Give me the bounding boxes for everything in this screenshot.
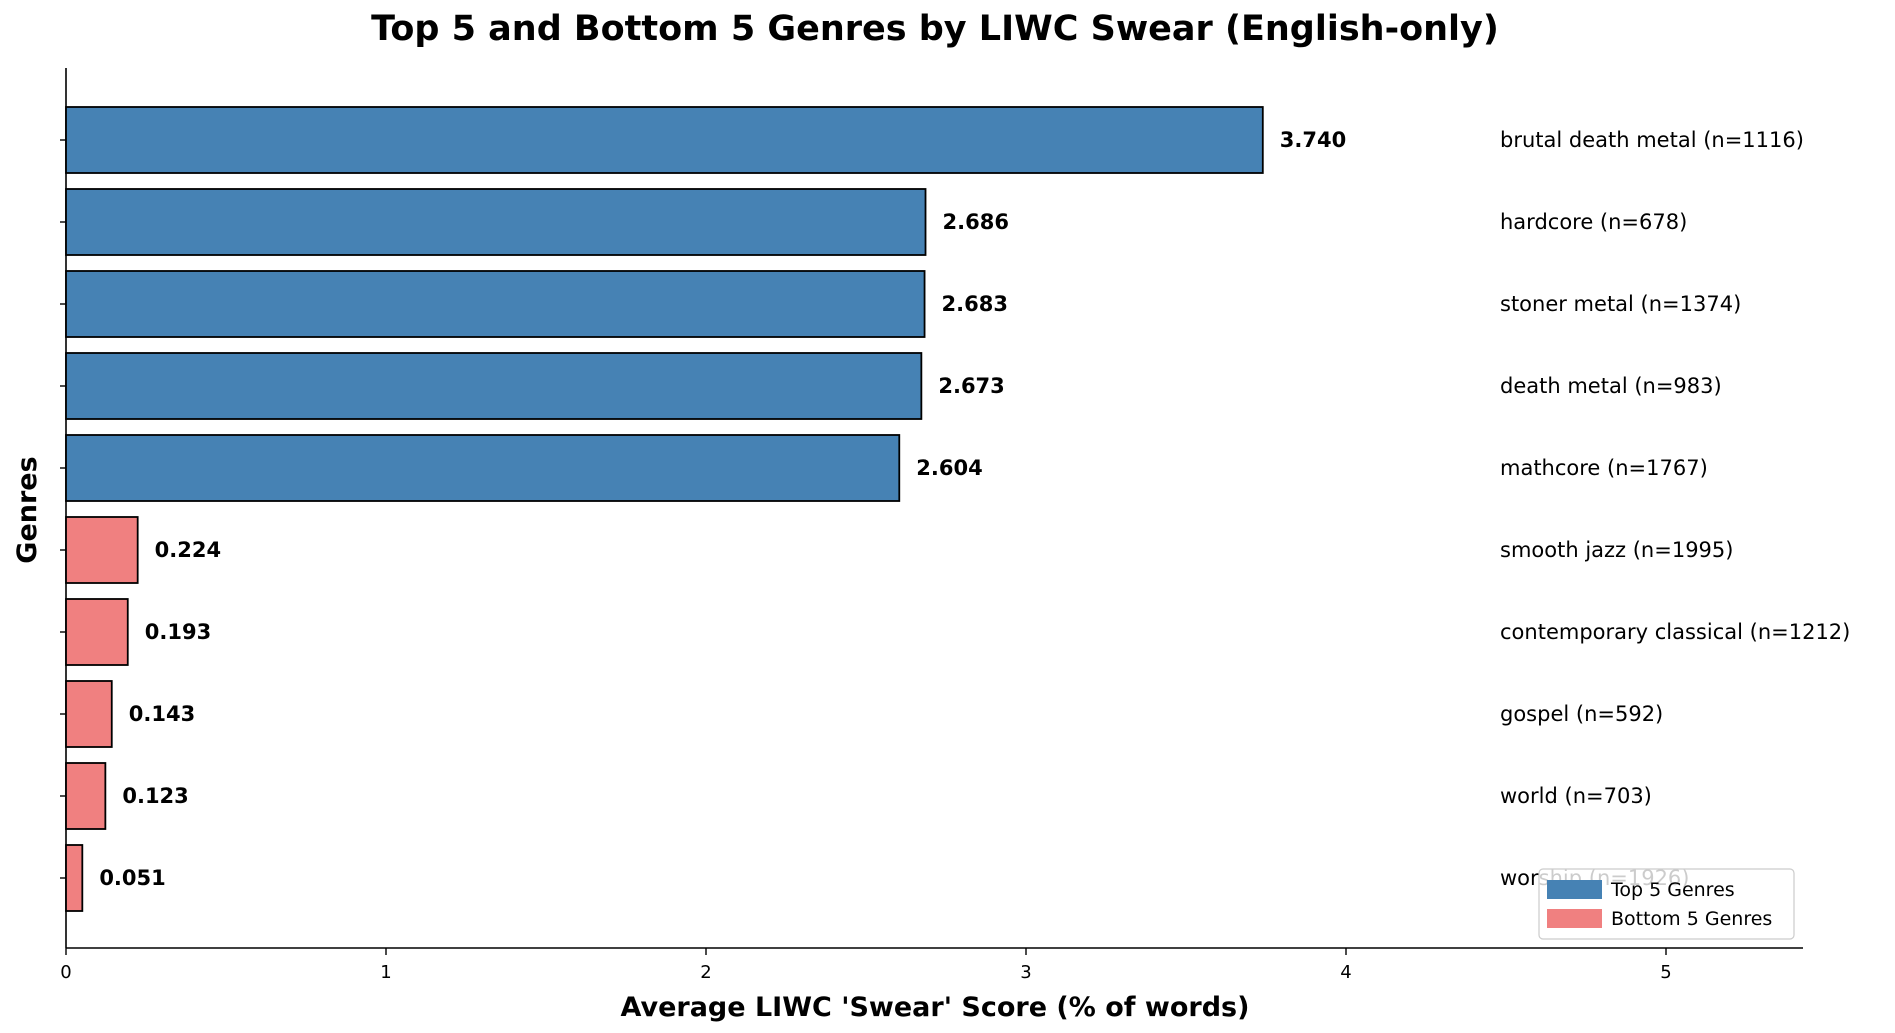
x-tick-label: 0 bbox=[60, 962, 71, 983]
bar-value-label: 0.051 bbox=[99, 866, 165, 890]
bar-bottom bbox=[65, 598, 129, 666]
genre-label: stoner metal (n=1374) bbox=[1500, 292, 1741, 316]
chart-title: Top 5 and Bottom 5 Genres by LIWC Swear … bbox=[371, 9, 1499, 49]
bar-top bbox=[65, 352, 923, 420]
legend-label: Top 5 Genres bbox=[1610, 879, 1735, 901]
x-tick-label: 2 bbox=[700, 962, 711, 983]
genre-label: smooth jazz (n=1995) bbox=[1500, 538, 1733, 562]
x-tick-label: 4 bbox=[1340, 962, 1351, 983]
bar-value-label: 2.673 bbox=[938, 374, 1004, 398]
bar-top bbox=[65, 434, 901, 502]
bar-value-label: 2.604 bbox=[916, 456, 982, 480]
bar-value-label: 0.123 bbox=[122, 784, 188, 808]
plot-area: 0 1 2 3 4 5 3.740 brutal death metal (n=1116) 2.… bbox=[60, 68, 1850, 983]
bar-bottom bbox=[65, 680, 113, 748]
bar-top bbox=[65, 270, 926, 338]
genre-label: world (n=703) bbox=[1500, 784, 1652, 808]
bar-bottom bbox=[65, 844, 84, 912]
genre-label: brutal death metal (n=1116) bbox=[1500, 128, 1804, 152]
x-tick-label: 1 bbox=[380, 962, 391, 983]
legend-box bbox=[1538, 868, 1795, 940]
genre-label: gospel (n=592) bbox=[1500, 702, 1663, 726]
bar-value-label: 0.143 bbox=[129, 702, 195, 726]
bar-top bbox=[65, 188, 927, 256]
x-tick-label: 3 bbox=[1020, 962, 1031, 983]
legend: Top 5 Genres Bottom 5 Genres bbox=[1538, 868, 1795, 940]
bar-value-label: 2.683 bbox=[942, 292, 1008, 316]
bar-value-label: 3.740 bbox=[1280, 128, 1346, 152]
x-tick-label: 5 bbox=[1660, 962, 1671, 983]
genre-label: hardcore (n=678) bbox=[1500, 210, 1687, 234]
genre-label: mathcore (n=1767) bbox=[1500, 456, 1708, 480]
bar-value-label: 0.193 bbox=[145, 620, 211, 644]
x-axis-label: Average LIWC 'Swear' Score (% of words) bbox=[621, 992, 1250, 1023]
bar-top bbox=[65, 106, 1264, 174]
bar-value-label: 0.224 bbox=[155, 538, 221, 562]
genre-label: death metal (n=983) bbox=[1500, 374, 1722, 398]
bar-bottom bbox=[65, 762, 107, 830]
legend-swatch-top bbox=[1547, 880, 1602, 899]
genre-label: contemporary classical (n=1212) bbox=[1500, 620, 1850, 644]
bar-value-label: 2.686 bbox=[943, 210, 1009, 234]
legend-swatch-bottom bbox=[1547, 909, 1602, 928]
y-axis-label: Genres bbox=[12, 456, 43, 563]
legend-label: Bottom 5 Genres bbox=[1611, 908, 1772, 930]
bar-bottom bbox=[65, 516, 139, 584]
